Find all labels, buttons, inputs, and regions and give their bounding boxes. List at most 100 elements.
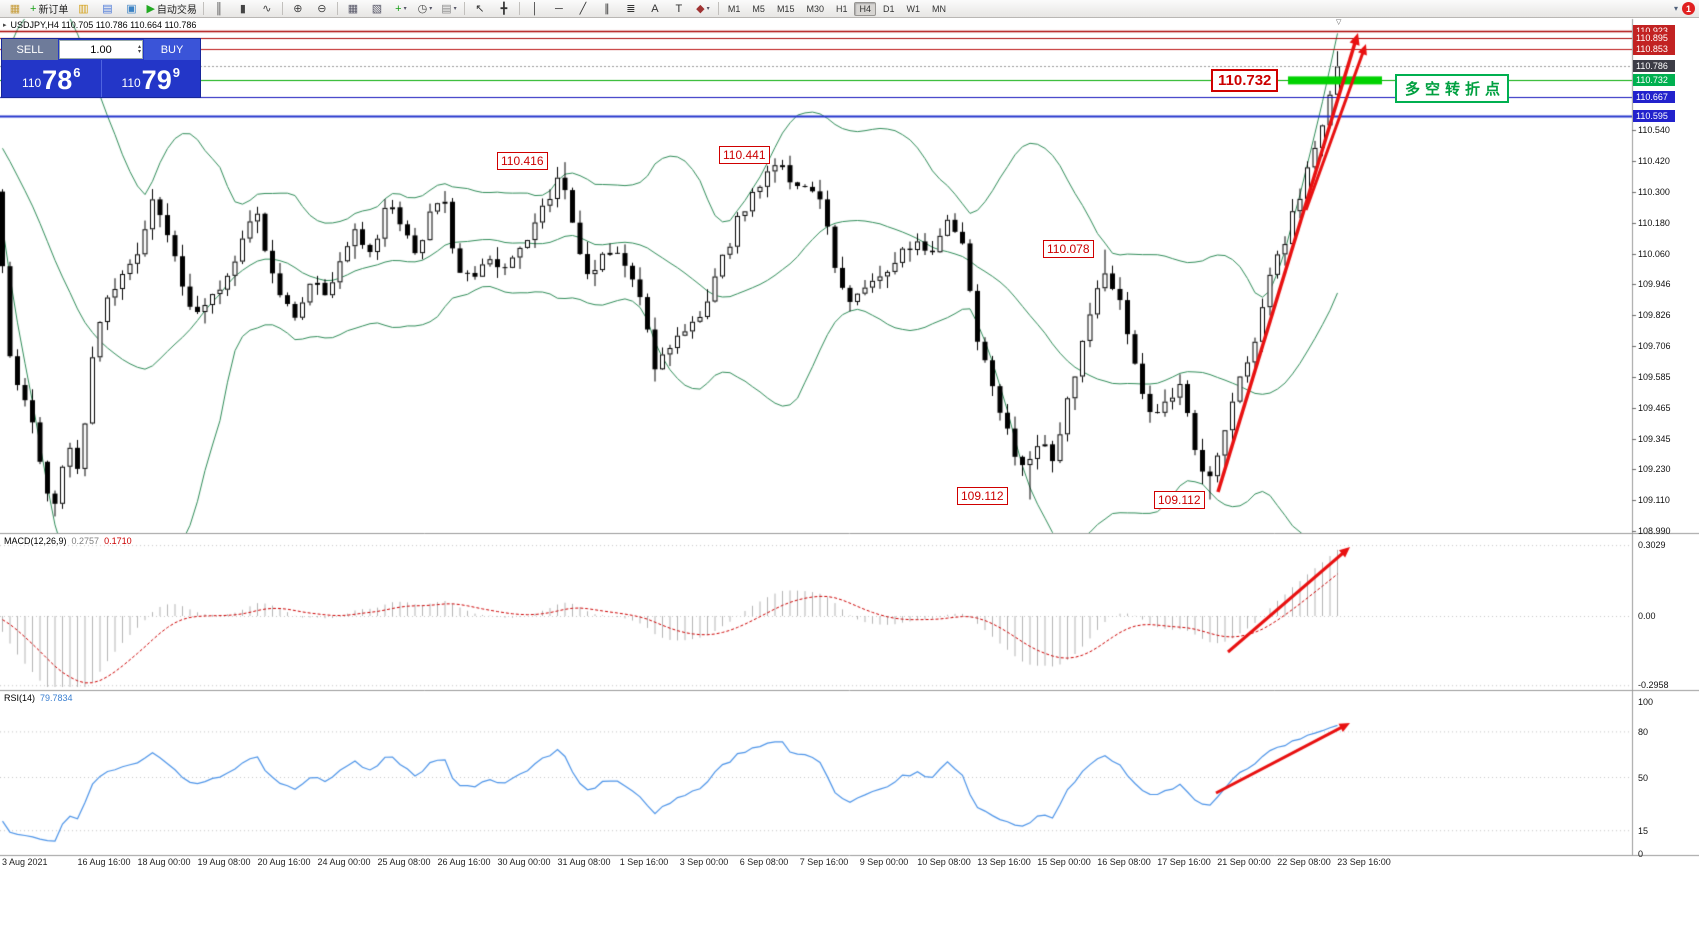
text-label-button[interactable]: T [667, 0, 691, 18]
timeframe-m15-button[interactable]: M15 [776, 3, 795, 14]
crosshair-icon: ╋ [500, 2, 508, 15]
candlestick-mode-button[interactable]: ▮ [231, 0, 255, 18]
time-axis-label: 25 Aug 08:00 [377, 857, 431, 867]
chevron-down-icon: ▾ [453, 6, 457, 12]
volume-down-icon[interactable]: ▾ [137, 48, 141, 55]
chart-window-button[interactable]: ▤ [95, 0, 119, 18]
price-annotation[interactable]: 109.112 [1154, 491, 1205, 509]
vertical-line-button[interactable]: │ [523, 0, 547, 18]
arrows-button[interactable]: ◆ ▾ [691, 0, 715, 18]
trade-panel-controls: SELL 1.00 ▴ ▾ BUY [2, 39, 200, 60]
price-annotation[interactable]: 110.441 [719, 146, 770, 164]
price-annotation[interactable]: 110.078 [1043, 240, 1094, 258]
time-axis-label: 15 Sep 00:00 [1037, 857, 1091, 867]
trade-panel-prices: 110 78 6 110 79 9 [2, 60, 200, 97]
timeframe-h4-button[interactable]: H4 [854, 1, 876, 16]
price-annotation[interactable]: 多空转折点 [1395, 74, 1510, 103]
price-axis-tick: 109.826 [1638, 309, 1671, 320]
price-annotation[interactable]: 110.732 [1211, 69, 1279, 92]
autotrade-button[interactable]: ▶ 自动交易 [143, 0, 199, 18]
text-button[interactable]: A [643, 0, 667, 18]
timeframe-m1-button[interactable]: M1 [727, 3, 741, 14]
price-axis-tick: 109.465 [1638, 403, 1671, 414]
chevron-down-icon: ▾ [706, 6, 710, 12]
time-axis-label: 24 Aug 00:00 [317, 857, 371, 867]
indicators-icon: + [395, 2, 402, 15]
cursor-button[interactable]: ↖ [468, 0, 492, 18]
rsi-axis-label: 50 [1638, 773, 1649, 783]
indicators-button[interactable]: + ▾ [389, 0, 413, 18]
toolbar-button-label: 新订单 [38, 5, 69, 16]
zoom-in-button[interactable]: ⊕ [286, 0, 310, 18]
toolbar-separator [518, 2, 520, 15]
data-window-icon: ▣ [126, 2, 137, 15]
fibonacci-button[interactable]: ≣ [619, 0, 643, 18]
price-annotation[interactable]: 109.112 [957, 487, 1008, 505]
periods-button[interactable]: ◷ ▾ [413, 0, 437, 18]
timeframe-d1-button[interactable]: D1 [883, 3, 895, 14]
templates-button[interactable]: ▤ ▾ [437, 0, 461, 18]
horizontal-line-button[interactable]: ─ [547, 0, 571, 18]
toolbar-separator [281, 2, 283, 15]
time-axis-label: 3 Aug 2021 [2, 857, 48, 867]
chevron-down-icon: ▾ [429, 6, 433, 12]
symbol-header: ▸ USDJPY,H4 110.705 110.786 110.664 110.… [3, 20, 196, 30]
candlestick-mode-icon: ▮ [239, 2, 246, 15]
timeframe-m30-button[interactable]: M30 [806, 3, 824, 14]
sell-button[interactable]: SELL [2, 39, 58, 60]
chart-shift-marker-icon[interactable]: ▽ [1336, 19, 1342, 26]
price-tag: 110.786 [1633, 60, 1675, 73]
tile-windows-button[interactable]: ▦ [341, 0, 365, 18]
line-chart-mode-button[interactable]: ∿ [255, 0, 279, 18]
new-chart-icon: ▦ [9, 2, 21, 15]
buy-price[interactable]: 110 79 9 [102, 60, 201, 97]
time-axis-label: 16 Sep 08:00 [1097, 857, 1151, 867]
buy-button[interactable]: BUY [144, 39, 200, 60]
volume-spinner: ▴ ▾ [138, 41, 141, 58]
chart-window-icon: ▤ [102, 2, 113, 15]
time-axis-label: 18 Aug 00:00 [137, 857, 191, 867]
price-tag: 110.667 [1633, 91, 1675, 104]
timeframe-h1-button[interactable]: H1 [835, 3, 848, 14]
toolbar-separator [717, 2, 719, 15]
macd-main-value: 0.2757 [71, 536, 100, 546]
toolbar-overflow-icon[interactable]: ▾ [1673, 4, 1678, 13]
notification-badge[interactable]: 1 [1682, 2, 1695, 15]
volume-up-icon[interactable]: ▴ [137, 43, 141, 50]
trendline-button[interactable]: ╱ [571, 0, 595, 18]
timeframe-m5-button[interactable]: M5 [752, 3, 765, 14]
time-axis-label: 31 Aug 08:00 [557, 857, 611, 867]
volume-input[interactable]: 1.00 ▴ ▾ [59, 40, 143, 59]
macd-name: MACD(12,26,9) [4, 536, 67, 546]
channel-button[interactable]: ∥ [595, 0, 619, 18]
cascade-windows-button[interactable]: ▧ [365, 0, 389, 18]
price-axis-tick: 110.300 [1638, 187, 1670, 198]
data-window-button[interactable]: ▣ [119, 0, 143, 18]
timeframe-w1-button[interactable]: W1 [906, 3, 921, 14]
timeframe-mn-button[interactable]: MN [932, 3, 947, 14]
toolbar-button-label: 自动交易 [156, 5, 197, 16]
toolbar-separator [336, 2, 338, 15]
new-order-button[interactable]: + 新订单 [27, 0, 71, 18]
periods-icon: ◷ [417, 2, 428, 15]
symbol-ohlc-text: USDJPY,H4 110.705 110.786 110.664 110.78… [10, 20, 197, 30]
time-axis-label: 13 Sep 16:00 [977, 857, 1031, 867]
rsi-value: 79.7834 [40, 693, 73, 703]
one-click-trading-panel: SELL 1.00 ▴ ▾ BUY 110 78 6 110 79 9 [2, 39, 200, 97]
price-annotation[interactable]: 110.416 [497, 152, 548, 170]
horizontal-line-icon: ─ [555, 2, 563, 15]
price-tag: 110.895 [1633, 32, 1675, 45]
macd-axis-label: 0.00 [1638, 611, 1656, 621]
new-chart-button[interactable]: ▦ [3, 0, 27, 18]
price-axis-tick: 109.230 [1638, 463, 1671, 474]
market-watch-button[interactable]: ▥ [71, 0, 95, 18]
bar-chart-mode-button[interactable]: ║ [207, 0, 231, 18]
rsi-axis-label: 80 [1638, 727, 1649, 738]
sell-price[interactable]: 110 78 6 [2, 60, 102, 97]
crosshair-button[interactable]: ╋ [492, 0, 516, 18]
buy-price-prefix: 110 [121, 76, 141, 90]
zoom-out-button[interactable]: ⊖ [310, 0, 334, 18]
